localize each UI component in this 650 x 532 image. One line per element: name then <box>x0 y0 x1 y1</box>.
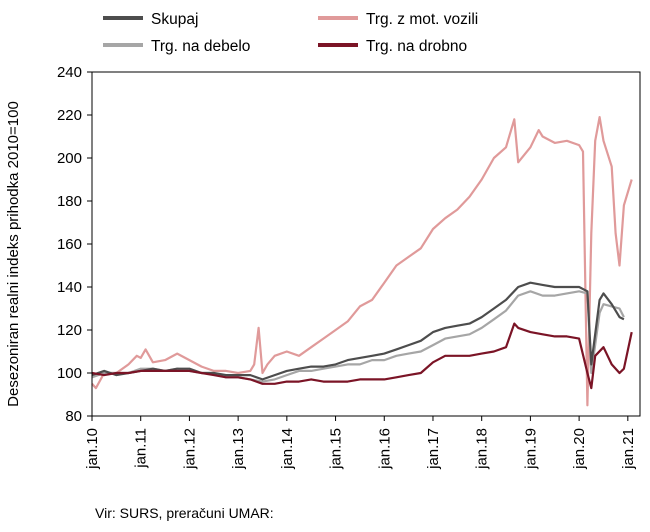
series-line-trg-na-debelo <box>91 290 625 383</box>
x-axis: jan.10 jan.11 jan.12 jan.13 jan.14 jan.15 jan.… <box>84 416 637 470</box>
y-tick-label: 80 <box>65 408 82 425</box>
source-note: Vir: SURS, preračuni UMAR: <box>95 505 274 521</box>
x-tick-label: jan.15 <box>328 428 345 470</box>
x-tick-label: jan.21 <box>620 428 637 470</box>
series-line-trg-na-drobno <box>91 322 633 390</box>
legend-label: Trg. z mot. vozili <box>366 11 478 28</box>
x-tick-label: jan.14 <box>279 428 296 470</box>
plot-frame <box>91 71 641 417</box>
y-tick-label: 100 <box>57 365 82 382</box>
y-tick-label: 120 <box>57 322 82 339</box>
y-tick-label: 240 <box>57 64 82 81</box>
x-tick-label: jan.10 <box>84 428 101 470</box>
x-tick-label: jan.20 <box>571 428 588 470</box>
y-tick-label: 220 <box>57 107 82 124</box>
y-tick-label: 160 <box>57 236 82 253</box>
series-layer <box>91 116 633 407</box>
legend-label: Trg. na debelo <box>151 38 250 55</box>
series-line-skupaj <box>91 281 625 381</box>
x-tick-label: jan.12 <box>181 428 198 470</box>
legend-label: Skupaj <box>151 11 198 28</box>
x-tick-label: jan.11 <box>133 428 150 469</box>
legend-label: Trg. na drobno <box>366 38 467 55</box>
series-line-trg-z-mot-vozili <box>91 116 633 407</box>
x-tick-label: jan.13 <box>230 428 247 470</box>
y-axis-title: Desezoniran realni indeks prihodka 2010=… <box>5 101 22 407</box>
y-tick-label: 140 <box>57 279 82 296</box>
x-tick-label: jan.19 <box>522 428 539 470</box>
y-axis: 80 100 120 140 160 180 200 220 240 <box>57 64 92 425</box>
x-tick-label: jan.16 <box>376 428 393 470</box>
y-tick-label: 200 <box>57 150 82 167</box>
legend: Skupaj Trg. z mot. vozili Trg. na debelo Tr… <box>103 11 478 55</box>
x-tick-label: jan.18 <box>474 428 491 470</box>
y-tick-label: 180 <box>57 193 82 210</box>
x-tick-label: jan.17 <box>425 428 442 470</box>
